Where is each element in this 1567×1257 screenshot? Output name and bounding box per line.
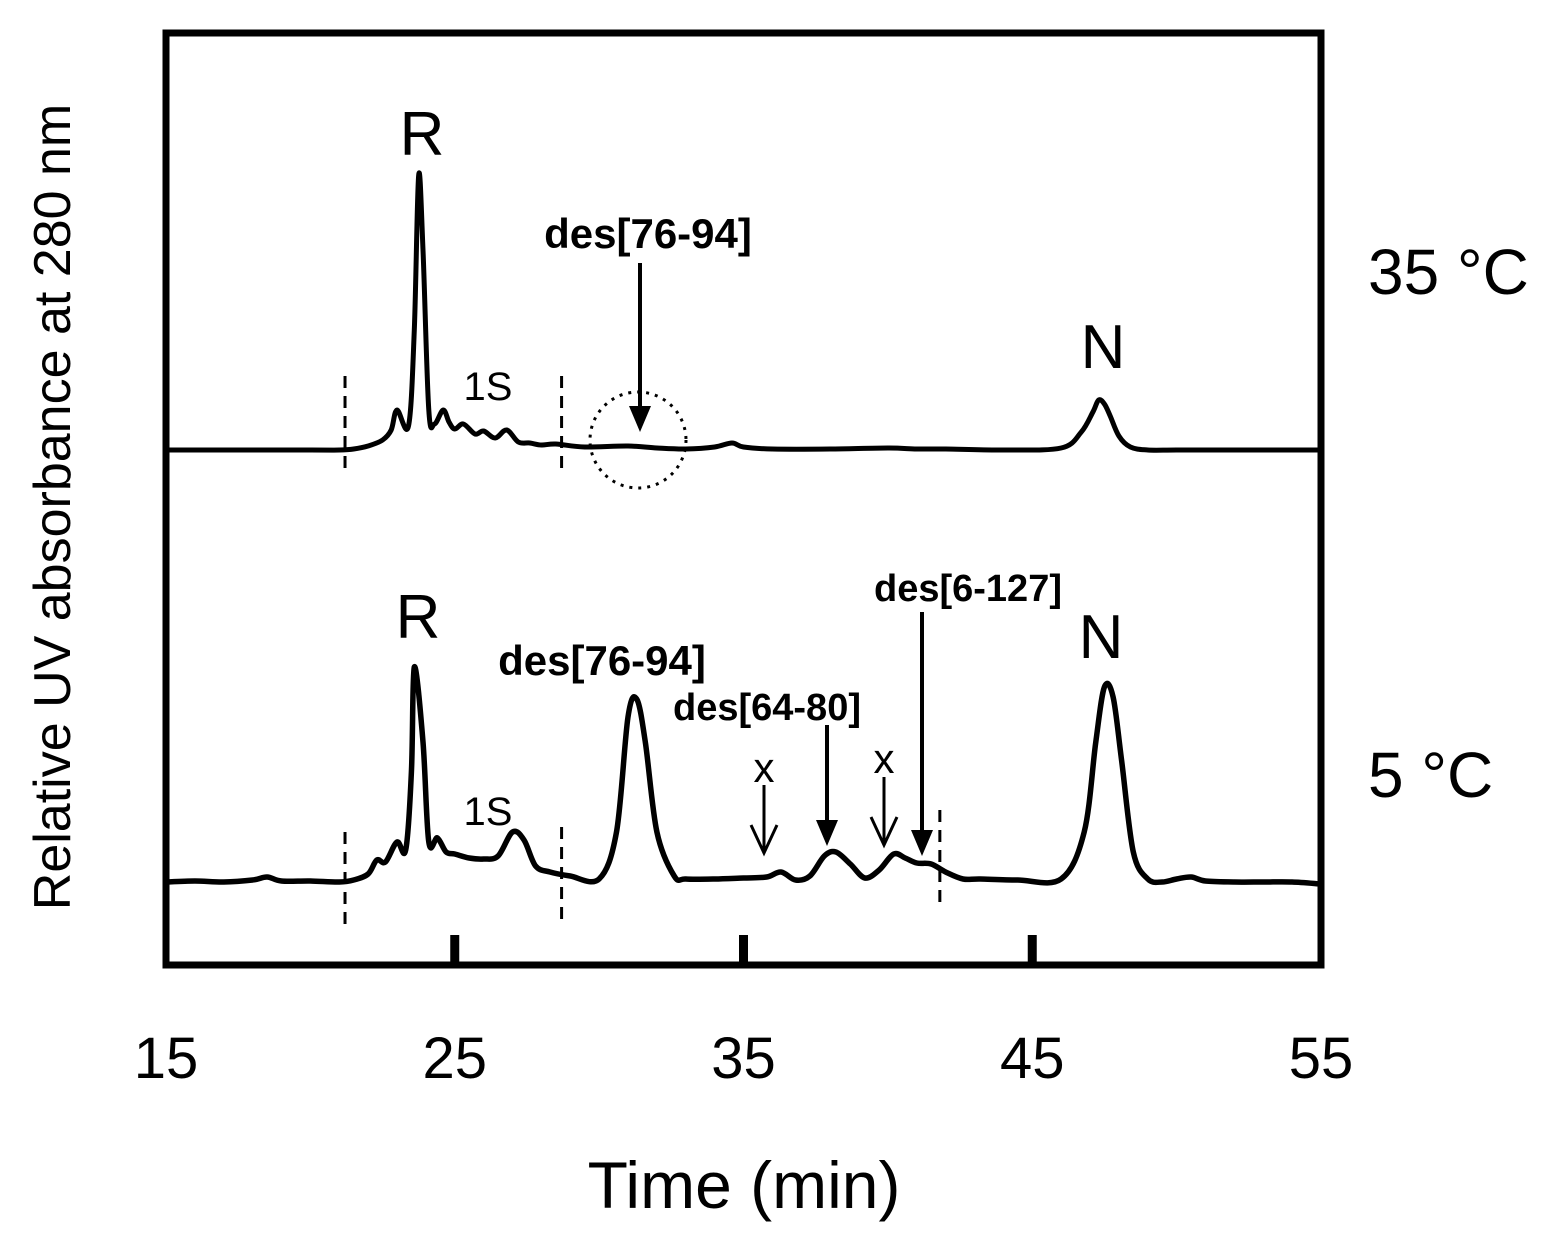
arrow-des64-80-5c	[816, 725, 838, 846]
peak-label-1s-35c: 1S	[464, 365, 513, 409]
arrow-des6-127-5c	[911, 612, 933, 856]
x-tick-label: 25	[422, 1026, 487, 1091]
series-label-5c: 5 °C	[1368, 739, 1493, 811]
highlight-circle	[588, 390, 688, 490]
peak-label-des64-80-5c: des[64-80]	[673, 687, 861, 729]
x-tick-label: 35	[711, 1026, 776, 1091]
peak-label-r-5c: R	[396, 583, 441, 652]
peak-label-des6-127-5c: des[6-127]	[874, 568, 1062, 610]
arrow-des76-94-35c	[629, 263, 651, 432]
x-tick-label: 55	[1289, 1026, 1354, 1091]
trace-5c	[163, 664, 1324, 887]
peak-label-x-2: x	[874, 735, 895, 782]
peak-label-x-1: x	[754, 744, 775, 791]
arrow-x-2	[869, 777, 899, 849]
arrow-x-1	[749, 785, 779, 857]
chromatogram-traces	[163, 170, 1324, 887]
trace-35c	[163, 170, 1324, 453]
y-axis-title: Relative UV absorbance at 280 nm	[24, 104, 82, 910]
series-label-35c: 35 °C	[1368, 236, 1529, 308]
peak-label-des76-94-35c: des[76-94]	[544, 210, 752, 257]
fraction-boundaries	[343, 376, 942, 928]
peak-label-des76-94-5c: des[76-94]	[498, 637, 706, 684]
x-axis-ticks: 15 25 35 45 55	[134, 935, 1354, 1091]
plot-frame	[162, 29, 1325, 969]
x-tick-label: 15	[134, 1026, 199, 1091]
peak-label-r-35c: R	[400, 100, 445, 169]
peak-label-n-35c: N	[1081, 313, 1126, 382]
peak-annotations: R1SNdes[76-94]R1SNdes[76-94]des[64-80]de…	[396, 100, 1126, 857]
peak-label-1s-5c: 1S	[464, 790, 513, 834]
plot-border	[162, 29, 1325, 969]
x-axis-title: Time (min)	[588, 1148, 901, 1222]
peak-label-n-5c: N	[1079, 603, 1124, 672]
x-tick-label: 45	[1000, 1026, 1065, 1091]
